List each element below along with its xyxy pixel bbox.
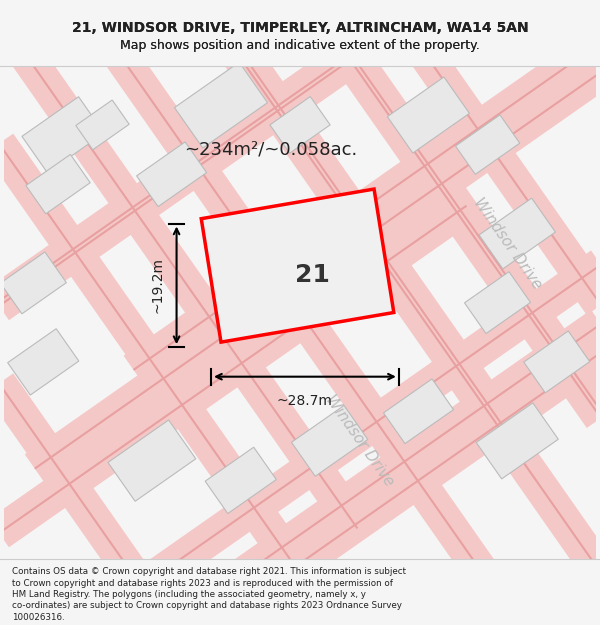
Polygon shape	[455, 115, 520, 174]
Polygon shape	[476, 403, 559, 479]
Text: to Crown copyright and database rights 2023 and is reproduced with the permissio: to Crown copyright and database rights 2…	[12, 579, 393, 587]
Text: ~19.2m: ~19.2m	[151, 258, 165, 313]
Text: 21, WINDSOR DRIVE, TIMPERLEY, ALTRINCHAM, WA14 5AN: 21, WINDSOR DRIVE, TIMPERLEY, ALTRINCHAM…	[71, 21, 529, 35]
Text: ~28.7m: ~28.7m	[277, 394, 333, 409]
Polygon shape	[8, 329, 79, 395]
Text: 21: 21	[295, 264, 330, 288]
Polygon shape	[270, 96, 330, 153]
Polygon shape	[201, 189, 394, 342]
Text: 100026316.: 100026316.	[12, 612, 65, 621]
Polygon shape	[479, 198, 556, 269]
Text: co-ordinates) are subject to Crown copyright and database rights 2023 Ordnance S: co-ordinates) are subject to Crown copyr…	[12, 601, 402, 610]
Text: Windsor Drive: Windsor Drive	[322, 392, 396, 489]
Polygon shape	[175, 62, 268, 148]
Polygon shape	[26, 154, 90, 214]
Polygon shape	[108, 420, 196, 501]
Polygon shape	[205, 448, 277, 514]
Polygon shape	[388, 77, 469, 153]
Text: Map shows position and indicative extent of the property.: Map shows position and indicative extent…	[120, 39, 480, 51]
Text: Contains OS data © Crown copyright and database right 2021. This information is : Contains OS data © Crown copyright and d…	[12, 568, 406, 576]
Polygon shape	[137, 142, 206, 207]
Text: Map shows position and indicative extent of the property.: Map shows position and indicative extent…	[120, 39, 480, 51]
Polygon shape	[1, 252, 67, 314]
Polygon shape	[524, 331, 590, 393]
Polygon shape	[76, 100, 129, 150]
Text: 21, WINDSOR DRIVE, TIMPERLEY, ALTRINCHAM, WA14 5AN: 21, WINDSOR DRIVE, TIMPERLEY, ALTRINCHAM…	[71, 21, 529, 35]
Text: HM Land Registry. The polygons (including the associated geometry, namely x, y: HM Land Registry. The polygons (includin…	[12, 590, 366, 599]
Text: Windsor Drive: Windsor Drive	[470, 195, 544, 292]
Polygon shape	[383, 379, 454, 444]
Text: ~234m²/~0.058ac.: ~234m²/~0.058ac.	[184, 141, 357, 159]
Polygon shape	[292, 406, 368, 476]
Polygon shape	[22, 97, 104, 172]
Polygon shape	[464, 272, 530, 334]
